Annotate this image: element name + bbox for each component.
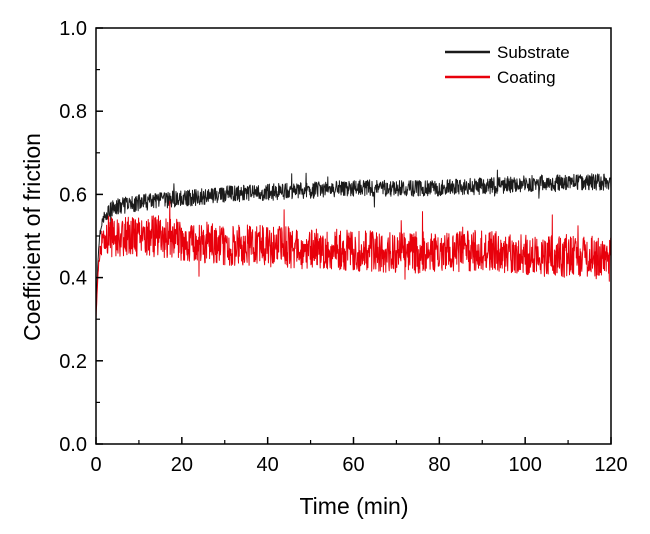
y-tick-label: 0.0 bbox=[59, 434, 87, 456]
x-tick-label: 120 bbox=[594, 454, 627, 476]
legend-label-coating: Coating bbox=[497, 68, 556, 87]
y-tick-label: 1.0 bbox=[59, 18, 87, 40]
series-line-coating bbox=[95, 200, 612, 320]
y-tick-label: 0.6 bbox=[59, 184, 87, 206]
axes: 0 20 40 60 80 100 120 0.0 0.2 0.4 0.6 0.8 1.0 bbox=[59, 18, 628, 476]
legend: Substrate Coating bbox=[445, 43, 570, 87]
y-tick-label: 0.2 bbox=[59, 351, 87, 373]
y-tick-label: 0.8 bbox=[59, 101, 87, 123]
x-axis-title: Time (min) bbox=[299, 493, 408, 519]
y-tick-label: 0.4 bbox=[59, 268, 87, 290]
x-tick-label: 20 bbox=[171, 454, 193, 476]
x-tick-label: 40 bbox=[257, 454, 279, 476]
x-tick-label: 80 bbox=[428, 454, 450, 476]
x-tick-label: 0 bbox=[90, 454, 101, 476]
y-axis-title: Coefficient of friction bbox=[19, 133, 45, 341]
x-tick-label: 100 bbox=[508, 454, 541, 476]
plot-area bbox=[95, 169, 612, 320]
x-tick-label: 60 bbox=[342, 454, 364, 476]
legend-label-substrate: Substrate bbox=[497, 43, 570, 62]
series-line-substrate bbox=[95, 169, 612, 311]
